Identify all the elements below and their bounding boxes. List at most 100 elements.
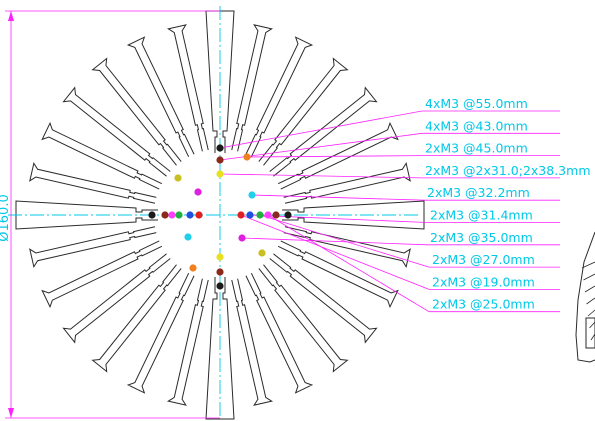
fin-outline [258,57,349,166]
fin [62,86,171,177]
fin-outline [231,278,274,406]
fin [282,200,425,230]
side-view-fin-edge [581,261,595,269]
side-view-fin-edge [589,321,595,329]
mounting-hole [248,191,256,199]
mounting-hole [184,233,192,241]
fin-outline [166,278,209,406]
leader-line [219,173,423,179]
fin [91,264,182,373]
mounting-hole [161,211,169,219]
fin-outline [166,24,209,152]
mounting-hole [174,174,182,182]
fin-outline [245,272,314,394]
side-view-fin-edge [587,309,595,317]
diameter-dimension: Ø160.0 [0,10,220,419]
leader-line [259,214,430,268]
fin [231,24,274,152]
fin-outline [126,272,195,394]
fin-outline [29,226,157,269]
fin-outline [205,277,235,420]
side-view-outline [575,231,595,363]
mounting-hole [216,282,224,290]
leader-line [240,214,430,290]
mounting-hole [238,234,246,242]
fin-outline [282,200,425,230]
mounting-hole [216,156,224,164]
arrow-down-icon [8,408,14,418]
fin [29,161,157,204]
fin [269,253,378,344]
fin [41,240,163,309]
leader-line [219,110,423,149]
fin [166,24,209,152]
fin-outline [231,24,274,152]
leader-line [251,194,425,201]
diameter-label: Ø160.0 [0,194,12,241]
side-view-fin-edge [590,333,595,341]
fin-outline [277,121,399,190]
fin [258,264,349,373]
mounting-hole [243,153,251,161]
fin-outline [41,240,163,309]
fin [283,161,411,204]
fin-outline [62,253,171,344]
fin [277,121,399,190]
fin [205,277,235,420]
fin [62,253,171,344]
arrow-up-icon [8,11,14,21]
fin [245,272,314,394]
fin-outline [29,161,157,204]
mounting-hole [246,211,254,219]
mounting-hole [194,188,202,196]
fin [166,278,209,406]
fin-outline [283,226,411,269]
mounting-hole [189,264,197,272]
mounting-hole [256,211,264,219]
fin-outline [62,86,171,177]
fin [245,36,314,158]
hole-callout-label: 2xM3 @32.2mm [427,185,530,200]
hole-leaders [218,110,560,313]
leader-line [267,214,430,313]
mounting-hole [195,211,203,219]
fin [126,272,195,394]
leader-line [246,155,423,158]
fin-outline [269,253,378,344]
hole-callout-label: 4xM3 @55.0mm [425,96,528,111]
mounting-hole [175,211,183,219]
mounting-hole [148,211,156,219]
fin-outline [91,264,182,373]
hole-callout-label: 4xM3 @43.0mm [425,118,528,133]
mounting-hole [237,211,245,219]
side-view-fragment [575,231,595,363]
fin-outline [91,57,182,166]
hole-callout-label: 2xM3 @2x31.0;2x38.3mm [425,163,591,178]
fin-outline [258,264,349,373]
hole-callout-label: 2xM3 @31.4mm [430,208,533,223]
fin-outline [277,240,399,309]
mounting-hole [186,211,194,219]
fin [126,36,195,158]
fin [231,278,274,406]
mounting-hole [216,253,224,261]
mounting-hole [284,211,292,219]
mounting-hole [168,211,176,219]
side-view-fin-edge [583,273,595,281]
mounting-hole [216,144,224,152]
fin-outline [269,86,378,177]
mounting-hole [216,170,224,178]
leader-line [241,237,428,246]
fin-outline [126,36,195,158]
fin-outline [245,36,314,158]
fin [269,86,378,177]
fin [277,240,399,309]
fin [41,121,163,190]
side-view-block [585,317,595,349]
fin [258,57,349,166]
hole-callout-label: 2xM3 @35.0mm [430,230,533,245]
leader-line [249,214,428,223]
leader-line [219,132,423,161]
centerlines [8,6,420,418]
